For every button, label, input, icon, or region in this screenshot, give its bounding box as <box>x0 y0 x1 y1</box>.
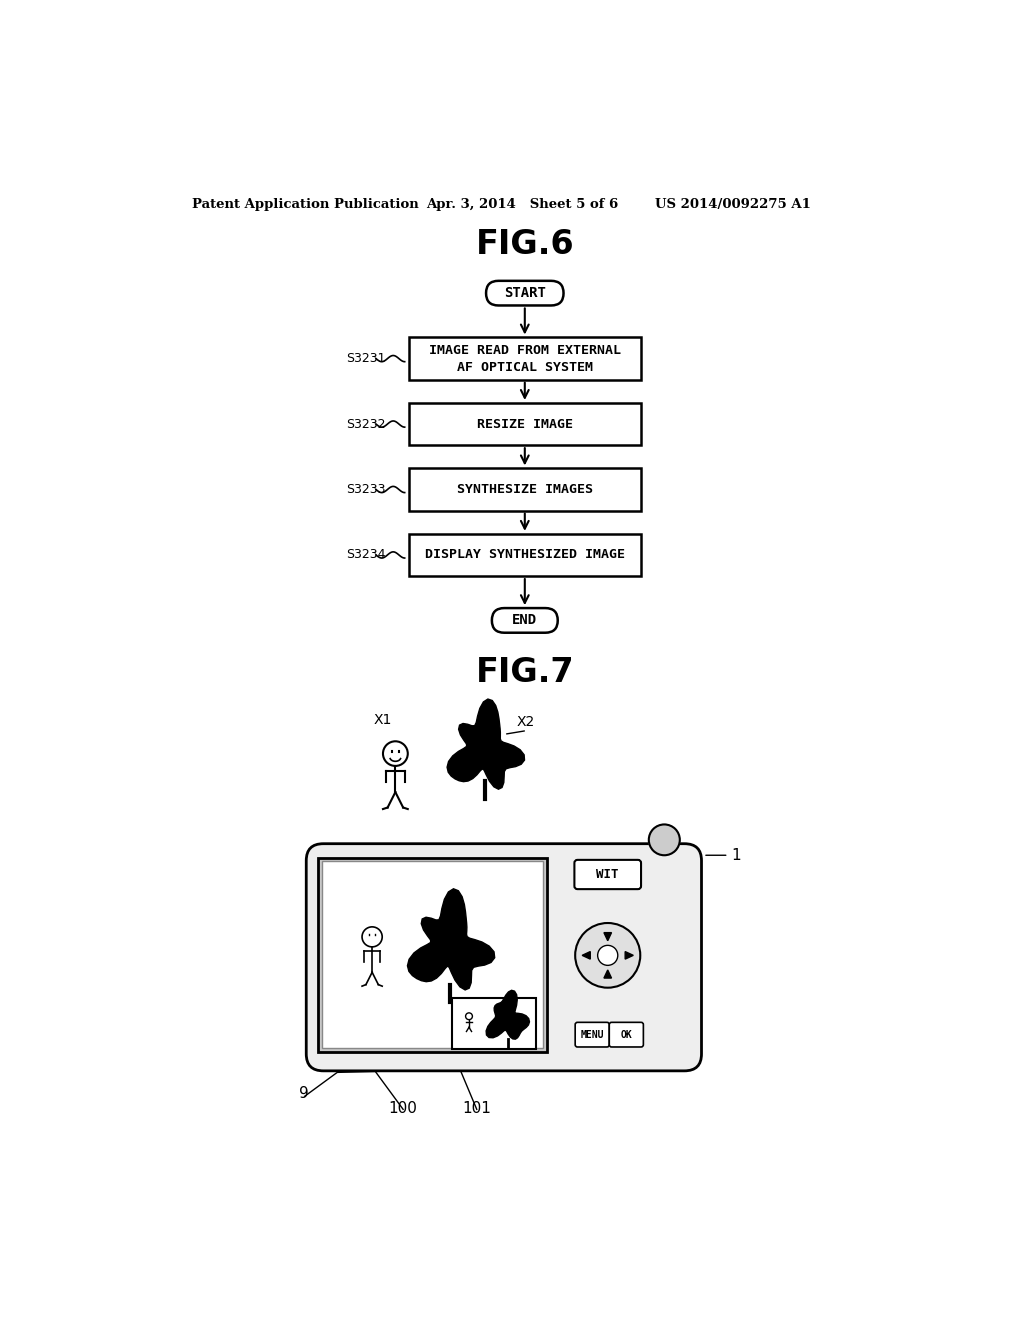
Text: 1: 1 <box>731 847 740 863</box>
Polygon shape <box>626 952 633 960</box>
Circle shape <box>575 923 640 987</box>
Text: FIG.7: FIG.7 <box>475 656 574 689</box>
Text: 100: 100 <box>389 1101 418 1117</box>
Text: Patent Application Publication: Patent Application Publication <box>191 198 418 211</box>
FancyBboxPatch shape <box>409 403 641 445</box>
Polygon shape <box>604 933 611 941</box>
FancyBboxPatch shape <box>409 469 641 511</box>
Text: S3234: S3234 <box>346 548 386 561</box>
FancyBboxPatch shape <box>575 1022 609 1047</box>
Text: X2: X2 <box>517 715 536 729</box>
Polygon shape <box>447 700 524 789</box>
Text: S3232: S3232 <box>346 417 386 430</box>
Text: 101: 101 <box>462 1101 492 1117</box>
Text: Apr. 3, 2014   Sheet 5 of 6: Apr. 3, 2014 Sheet 5 of 6 <box>426 198 618 211</box>
Text: FIG.6: FIG.6 <box>475 228 574 261</box>
Text: OK: OK <box>621 1030 632 1040</box>
FancyBboxPatch shape <box>452 998 536 1048</box>
FancyBboxPatch shape <box>409 338 641 380</box>
Text: DISPLAY SYNTHESIZED IMAGE: DISPLAY SYNTHESIZED IMAGE <box>425 548 625 561</box>
Text: X1: X1 <box>374 713 392 727</box>
Text: WIT: WIT <box>596 869 618 880</box>
FancyBboxPatch shape <box>317 858 547 1052</box>
Text: 9: 9 <box>299 1086 308 1101</box>
Polygon shape <box>604 970 611 978</box>
FancyBboxPatch shape <box>409 533 641 576</box>
Circle shape <box>649 825 680 855</box>
Text: MENU: MENU <box>581 1030 604 1040</box>
Polygon shape <box>583 952 590 960</box>
Text: END: END <box>512 614 538 627</box>
FancyBboxPatch shape <box>322 862 543 1048</box>
Polygon shape <box>486 990 529 1039</box>
Polygon shape <box>408 888 495 990</box>
Text: S3233: S3233 <box>346 483 386 496</box>
Text: IMAGE READ FROM EXTERNAL
AF OPTICAL SYSTEM: IMAGE READ FROM EXTERNAL AF OPTICAL SYST… <box>429 343 621 374</box>
Text: START: START <box>504 286 546 300</box>
Text: RESIZE IMAGE: RESIZE IMAGE <box>477 417 572 430</box>
FancyBboxPatch shape <box>492 609 558 632</box>
Text: S3231: S3231 <box>346 352 386 366</box>
Text: US 2014/0092275 A1: US 2014/0092275 A1 <box>655 198 811 211</box>
FancyBboxPatch shape <box>609 1022 643 1047</box>
FancyBboxPatch shape <box>574 859 641 890</box>
Text: SYNTHESIZE IMAGES: SYNTHESIZE IMAGES <box>457 483 593 496</box>
Circle shape <box>598 945 617 965</box>
FancyBboxPatch shape <box>306 843 701 1071</box>
FancyBboxPatch shape <box>486 281 563 305</box>
